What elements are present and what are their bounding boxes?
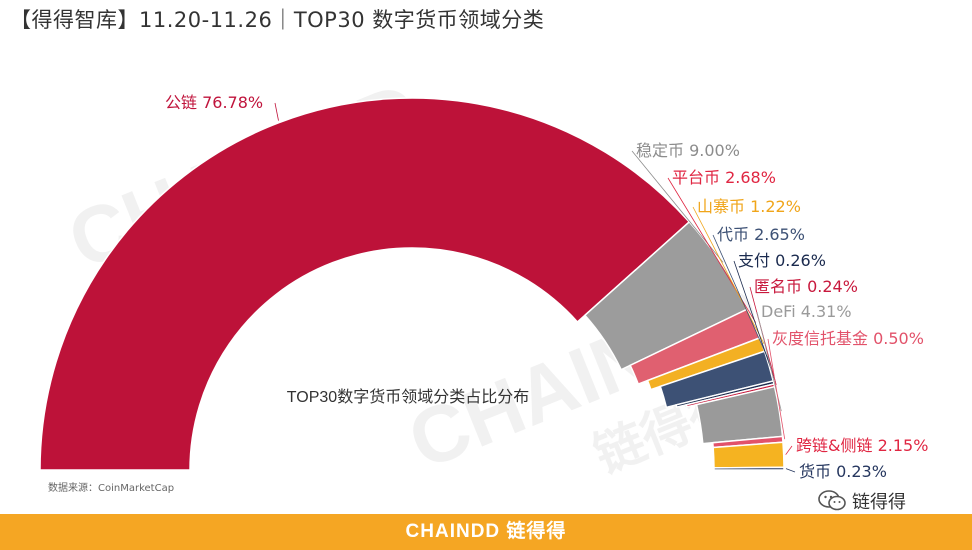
slice-label-8: 灰度信托基金 0.50% <box>772 329 924 348</box>
slice-label-1: 稳定币 9.00% <box>636 141 740 160</box>
leader-line-0 <box>274 102 279 121</box>
footer-brand: CHAINDD 链得得 <box>405 521 567 542</box>
leader-line-4 <box>712 234 772 366</box>
slice-label-0: 公链 76.78% <box>165 93 263 112</box>
leader-line-8 <box>767 338 786 440</box>
chart-labels: 公链 76.78% 稳定币 9.00% 平台币 2.68% 山寨币 1.22% 代币 2… <box>165 93 928 481</box>
leader-line-9 <box>785 445 793 455</box>
slice-label-6: 匿名币 0.24% <box>754 277 858 296</box>
pie-slice-7 <box>695 385 784 445</box>
slice-label-9: 跨链&侧链 2.15% <box>796 436 928 455</box>
slice-label-3: 山寨币 1.22% <box>697 197 801 216</box>
slice-label-4: 代币 2.65% <box>717 225 805 244</box>
slice-label-10: 货币 0.23% <box>799 462 887 481</box>
slice-label-2: 平台币 2.68% <box>672 168 776 187</box>
source-note: 数据来源：CoinMarketCap <box>48 483 175 494</box>
label-leader-lines <box>274 102 796 473</box>
pie-slice-0 <box>39 97 691 471</box>
chart-title: TOP30数字货币领域分类占比分布 <box>287 388 529 406</box>
pie-slice-4 <box>659 350 775 409</box>
wechat-badge: 链得得 <box>818 488 906 514</box>
pie-slice-5 <box>675 380 775 409</box>
page-title: 【得得智库】11.20-11.26｜TOP30 数字货币领域分类 <box>10 8 545 32</box>
pie-slice-9 <box>712 441 785 469</box>
leader-line-5 <box>733 260 776 383</box>
slice-label-7: DeFi 4.31% <box>761 302 852 321</box>
leader-line-3 <box>692 206 765 345</box>
slice-label-5: 支付 0.26% <box>738 251 826 270</box>
pie-slice-3 <box>646 336 766 391</box>
chart-wedges <box>39 97 785 471</box>
footer-bar: CHAINDD 链得得 <box>0 514 972 550</box>
wechat-account-name: 链得得 <box>852 492 906 513</box>
pie-slice-2 <box>629 308 761 386</box>
wechat-icon <box>818 490 846 511</box>
leader-line-10 <box>785 468 796 473</box>
pie-slice-10 <box>713 466 785 471</box>
